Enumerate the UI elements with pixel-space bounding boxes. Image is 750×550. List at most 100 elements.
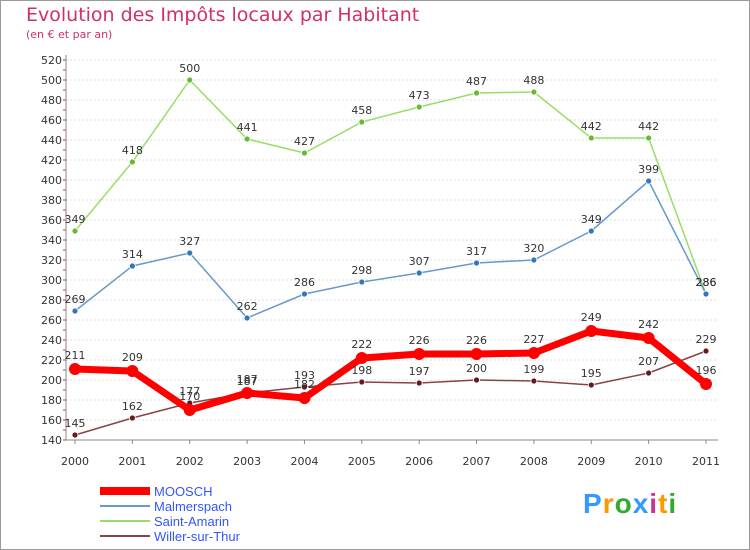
point-malmerspach-2011 [702,290,710,298]
data-label-moosch-2003: 187 [237,373,258,386]
point-saint-amarin-2001 [128,158,136,166]
point-malmerspach-2005 [358,278,366,286]
legend-label-willer-sur-thur: Willer-sur-Thur [154,529,240,544]
point-saint-amarin-2005 [358,118,366,126]
point-willer-sur-thur-2007 [473,376,480,384]
data-label-moosch-2001: 209 [122,351,143,364]
logo-letter: i [668,488,678,519]
y-tick-label-220: 220 [41,354,62,367]
data-label-saint-amarin-2002: 500 [179,62,200,75]
axes: 140 160 180 200 220 240 260 280 300 320 340 360 380 4… [41,54,720,468]
y-tick-label-500: 500 [41,74,62,87]
data-label-saint-amarin-2005: 458 [351,104,372,117]
data-label-willer-sur-thur-2002: 177 [179,385,200,398]
x-tick-label-2000: 2000 [61,455,89,468]
logo-letter: t [658,488,669,519]
data-label-moosch-2011: 196 [696,364,717,377]
data-label-malmerspach-2006: 307 [409,255,430,268]
point-malmerspach-2009 [587,227,595,235]
x-tick-label-2005: 2005 [348,455,376,468]
point-moosch-2009 [585,325,598,337]
point-saint-amarin-2008 [530,88,538,96]
x-tick-label-2010: 2010 [635,455,663,468]
x-tick-label-2006: 2006 [405,455,433,468]
series-line-malmerspach [74,180,707,319]
data-label-willer-sur-thur-2009: 195 [581,367,602,380]
y-tick-label-360: 360 [41,214,62,227]
data-label-malmerspach-2005: 298 [351,264,372,277]
legend-label-malmerspach: Malmerspach [154,499,233,514]
y-tick-label-240: 240 [41,334,62,347]
data-labels: 349 418 500 441 427 458 473 487 488 442 442 286 269 3… [65,62,717,430]
point-malmerspach-2003 [243,314,251,322]
x-tick-label-2009: 2009 [577,455,605,468]
data-label-moosch-2004: 182 [294,378,315,391]
series-line-saint-amarin [74,79,707,295]
point-malmerspach-2000 [71,307,79,315]
legend-swatch-malmerspach [100,505,150,507]
y-tick-label-140: 140 [41,434,62,447]
series-lines [69,76,712,439]
data-label-malmerspach-2008: 320 [523,242,544,255]
point-willer-sur-thur-2011 [702,347,710,355]
data-label-willer-sur-thur-2004: 193 [294,369,315,382]
point-saint-amarin-2006 [415,103,423,111]
data-label-saint-amarin-2000: 349 [65,213,86,226]
data-label-saint-amarin-2001: 418 [122,144,143,157]
point-willer-sur-thur-2009 [587,381,595,389]
logo-letter: o [614,488,633,519]
point-willer-sur-thur-2010 [645,369,653,377]
point-moosch-2011 [700,378,712,390]
point-moosch-2002 [183,404,196,416]
point-saint-amarin-2009 [587,134,595,142]
data-label-malmerspach-2009: 349 [581,213,602,226]
logo-letter: i [649,488,659,519]
data-label-malmerspach-2010: 399 [638,163,659,176]
x-tick-label-2004: 2004 [290,455,318,468]
point-willer-sur-thur-2001 [128,414,136,422]
series-line-moosch [74,327,709,414]
x-tick-label-2003: 2003 [233,455,261,468]
point-malmerspach-2006 [415,269,423,277]
data-label-willer-sur-thur-2006: 197 [409,365,430,378]
y-tick-label-320: 320 [41,254,62,267]
line-chart: 140 160 180 200 220 240 260 280 300 320 340 360 380 4… [41,54,720,468]
point-saint-amarin-2004 [301,149,308,157]
point-willer-sur-thur-2004 [301,383,308,391]
point-saint-amarin-2010 [645,134,653,142]
data-label-willer-sur-thur-2001: 162 [122,400,143,413]
logo-letter: P [583,488,603,519]
chart-subtitle: (en € et par an) [26,28,113,41]
data-label-moosch-2000: 211 [65,349,86,362]
x-tick-label-2002: 2002 [176,455,204,468]
data-label-saint-amarin-2007: 487 [466,75,487,88]
point-willer-sur-thur-2008 [530,377,538,385]
logo-letter: x [632,488,650,519]
x-tick-label-2007: 2007 [463,455,491,468]
point-saint-amarin-2003 [243,135,251,143]
y-tick-label-400: 400 [41,174,62,187]
point-saint-amarin-2002 [186,76,194,84]
y-tick-label-300: 300 [41,274,62,287]
proxiti-logo[interactable]: Proxiti [583,488,677,520]
grid [66,59,718,441]
point-moosch-2000 [69,363,81,375]
data-label-malmerspach-2011: 286 [696,276,717,289]
point-willer-sur-thur-2005 [358,378,366,386]
data-label-moosch-2008: 227 [523,333,544,346]
data-label-saint-amarin-2004: 427 [294,135,315,148]
point-moosch-2004 [298,392,311,404]
data-label-saint-amarin-2008: 488 [523,74,544,87]
y-tick-label-160: 160 [41,414,62,427]
chart-title: Evolution des Impôts locaux par Habitant [26,4,420,26]
point-malmerspach-2008 [530,256,538,264]
data-label-moosch-2005: 222 [351,338,372,351]
legend-swatch-willer-sur-thur [100,535,150,537]
x-tick-label-2011: 2011 [692,455,720,468]
y-tick-label-440: 440 [41,134,62,147]
data-label-malmerspach-2003: 262 [237,300,258,313]
legend-label-saint-amarin: Saint-Amarin [154,514,230,529]
x-tick-label-2001: 2001 [118,455,146,468]
point-malmerspach-2004 [301,290,308,298]
